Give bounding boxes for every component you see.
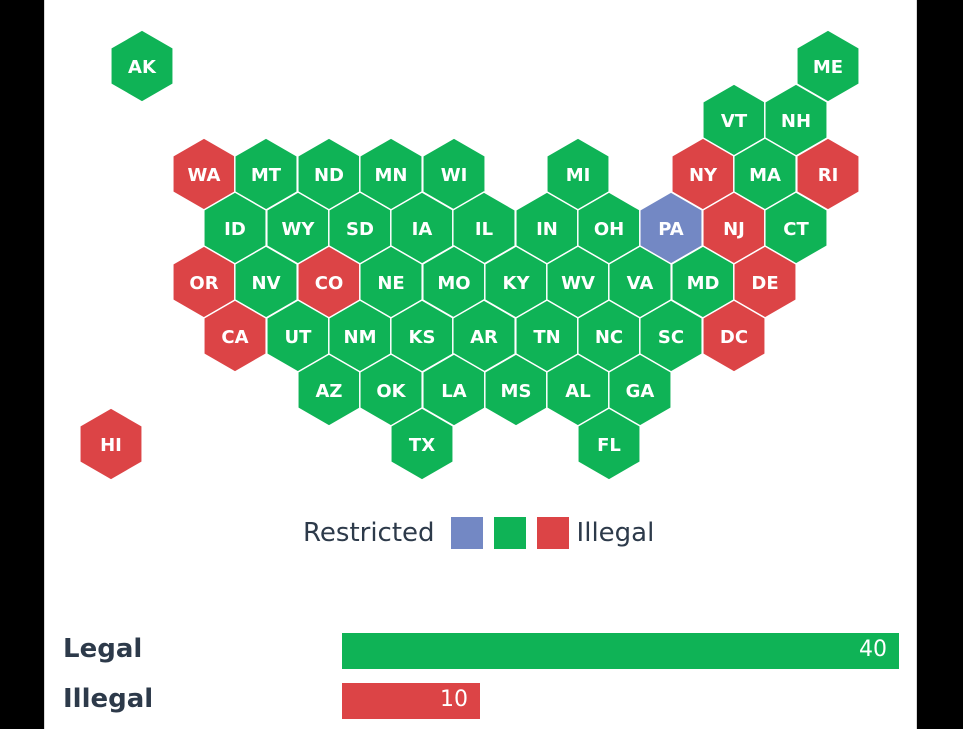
state-label-az: AZ xyxy=(316,381,343,402)
state-label-mt: MT xyxy=(251,165,282,186)
state-hex-ri xyxy=(796,137,860,211)
state-label-il: IL xyxy=(475,219,493,240)
state-label-de: DE xyxy=(751,273,778,294)
state-label-ak: AK xyxy=(128,57,157,78)
state-tile-me: ME xyxy=(796,29,860,103)
legend-swatch-legal xyxy=(493,517,526,549)
state-label-nc: NC xyxy=(595,327,623,348)
state-label-tn: TN xyxy=(533,327,560,348)
legend-swatch-illegal xyxy=(536,517,569,549)
legend-swatch-restricted xyxy=(450,517,483,549)
state-label-wv: WV xyxy=(561,273,595,294)
bar-value-illegal: 10 xyxy=(440,687,468,712)
state-label-ks: KS xyxy=(409,327,436,348)
legend-illegal-label: Illegal xyxy=(576,518,655,548)
state-label-mo: MO xyxy=(437,273,470,294)
map-legend: Restricted Illegal xyxy=(303,515,654,551)
state-tile-wv: WV xyxy=(546,245,610,319)
page-right-edge xyxy=(916,0,917,729)
state-label-id: ID xyxy=(224,219,246,240)
state-label-sc: SC xyxy=(658,327,684,348)
state-tile-ky: KY xyxy=(484,245,548,319)
state-label-me: ME xyxy=(813,57,843,78)
state-label-ct: CT xyxy=(783,219,809,240)
state-label-ma: MA xyxy=(749,165,781,186)
state-tile-dc: DC xyxy=(702,299,766,373)
state-label-va: VA xyxy=(627,273,654,294)
state-tile-mi: MI xyxy=(546,137,610,211)
hex-tile-map: AK ME VT NH WA MT ND MN WI MI NY MA RI ID WY SD IA IL IN OH… xyxy=(79,29,860,481)
state-label-la: LA xyxy=(441,381,466,402)
state-label-ut: UT xyxy=(285,327,313,348)
state-label-nm: NM xyxy=(344,327,377,348)
state-label-ar: AR xyxy=(470,327,498,348)
state-label-al: AL xyxy=(565,381,590,402)
bar-illegal: 10 xyxy=(341,682,481,720)
state-label-co: CO xyxy=(315,273,344,294)
state-tile-ne: NE xyxy=(359,245,423,319)
state-tile-la: LA xyxy=(422,353,486,427)
state-tile-ga: GA xyxy=(608,353,672,427)
state-tile-nh: NH xyxy=(764,83,828,157)
state-label-ca: CA xyxy=(221,327,248,348)
state-label-pa: PA xyxy=(658,219,684,240)
state-label-vt: VT xyxy=(721,111,748,132)
state-tile-ma: MA xyxy=(733,137,797,211)
state-label-wy: WY xyxy=(282,219,316,240)
state-label-ky: KY xyxy=(503,273,531,294)
page-left-edge xyxy=(44,0,45,729)
state-label-oh: OH xyxy=(594,219,624,240)
state-tile-fl: FL xyxy=(577,407,641,481)
state-tile-ri: RI xyxy=(796,137,860,211)
state-label-ms: MS xyxy=(501,381,532,402)
state-hex-hi xyxy=(79,407,143,481)
state-tile-tx: TX xyxy=(390,407,454,481)
state-label-hi: HI xyxy=(100,435,122,456)
bar-legal: 40 xyxy=(341,632,900,670)
state-label-ok: OK xyxy=(376,381,406,402)
state-tile-mt: MT xyxy=(234,137,298,211)
state-label-nj: NJ xyxy=(723,219,745,240)
state-label-nd: ND xyxy=(314,165,344,186)
state-tile-de: DE xyxy=(733,245,797,319)
state-tile-mn: MN xyxy=(359,137,423,211)
state-label-fl: FL xyxy=(597,435,621,456)
state-hex-dc xyxy=(702,299,766,373)
state-label-or: OR xyxy=(189,273,218,294)
state-hex-me xyxy=(796,29,860,103)
bar-label-illegal: Illegal xyxy=(63,684,154,714)
legend-restricted-label: Restricted xyxy=(303,518,435,548)
state-label-ne: NE xyxy=(377,273,404,294)
bar-label-legal: Legal xyxy=(63,634,143,664)
state-label-wa: WA xyxy=(188,165,221,186)
state-label-sd: SD xyxy=(346,219,374,240)
state-label-wi: WI xyxy=(441,165,468,186)
state-label-mi: MI xyxy=(566,165,591,186)
state-label-in: IN xyxy=(536,219,558,240)
state-label-ny: NY xyxy=(689,165,718,186)
state-label-ri: RI xyxy=(818,165,839,186)
state-tile-hi: HI xyxy=(79,407,143,481)
state-hex-tx xyxy=(390,407,454,481)
state-tile-in: IN xyxy=(515,191,579,265)
state-tile-ct: CT xyxy=(764,191,828,265)
state-label-md: MD xyxy=(687,273,720,294)
state-label-mn: MN xyxy=(375,165,408,186)
state-label-tx: TX xyxy=(409,435,435,456)
state-hex-fl xyxy=(577,407,641,481)
state-label-nh: NH xyxy=(781,111,811,132)
state-label-nv: NV xyxy=(252,273,281,294)
state-hex-ak xyxy=(110,29,174,103)
state-label-ia: IA xyxy=(412,219,433,240)
state-tile-ca: CA xyxy=(203,299,267,373)
state-label-ga: GA xyxy=(626,381,655,402)
state-tile-ak: AK xyxy=(110,29,174,103)
state-label-dc: DC xyxy=(720,327,748,348)
bar-value-legal: 40 xyxy=(859,637,887,662)
